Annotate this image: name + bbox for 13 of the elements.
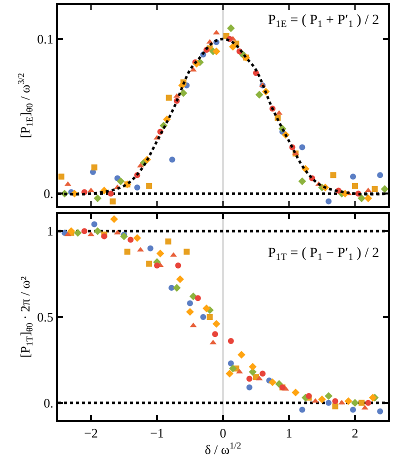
x-tick-label: −2 (84, 426, 98, 441)
y-tick-label: 0. (44, 395, 54, 410)
y-tick-label: 0.5 (37, 310, 54, 325)
y-tick-label: 0. (44, 186, 54, 202)
x-axis-title: δ / ω$^{1/2}$ (204, 440, 242, 458)
y-tick-label: 0.1 (37, 32, 54, 47)
annotation: P$_{1E}$ = ( P$_{1}$ + P′$_{1}$ ) / 2 (268, 13, 380, 30)
x-tick-label: 1 (286, 426, 292, 441)
y-tick-label: 1 (46, 224, 54, 239)
x-tick-label: 2 (352, 426, 358, 441)
x-tick-label: −1 (150, 426, 164, 441)
x-tick-label: 0 (220, 426, 226, 441)
annotation: P$_{1T}$ = ( P$_{1}$ − P′$_{1}$ ) / 2 (268, 246, 380, 263)
